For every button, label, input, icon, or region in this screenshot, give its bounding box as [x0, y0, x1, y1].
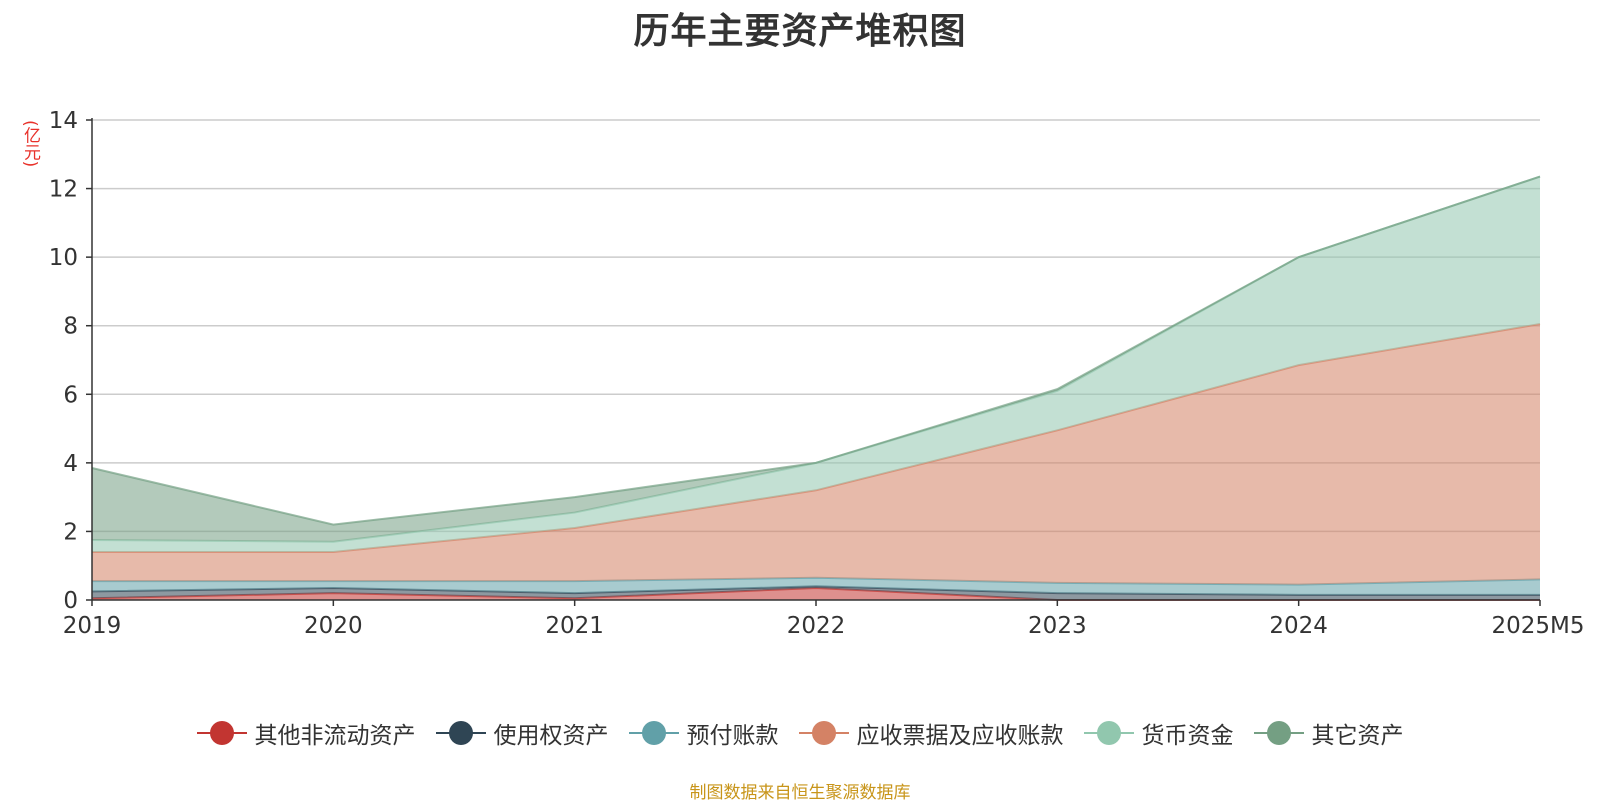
y-tick-label: 12 — [49, 177, 78, 203]
area-series-1 — [92, 586, 1540, 600]
area-series-5 — [92, 176, 1540, 542]
y-axis-unit: (亿元) — [20, 120, 40, 168]
legend-item[interactable]: 预付账款 — [628, 716, 779, 750]
legend-marker-icon — [798, 721, 849, 745]
axes: 0 2 4 6 8 10 12 14 2019 2020 2021 2022 2023 2024 2025M… — [49, 108, 1585, 639]
legend-label: 货币资金 — [1141, 723, 1234, 749]
legend-label: 其它资产 — [1311, 723, 1404, 749]
legend-label: 预付账款 — [686, 723, 779, 749]
y-tick-label: 4 — [63, 451, 78, 477]
area-series-0 — [92, 588, 1540, 600]
source-note: 制图数据来自恒生聚源数据库 — [689, 783, 911, 803]
area-series-4 — [92, 176, 1540, 553]
area-series-3 — [92, 324, 1540, 585]
chart-title: 历年主要资产堆积图 — [633, 11, 967, 52]
legend-item[interactable]: 使用权资产 — [435, 716, 609, 750]
legend-label: 其他非流动资产 — [254, 723, 416, 749]
legend-marker-icon — [1253, 721, 1304, 745]
y-tick-label: 6 — [63, 382, 78, 408]
legend-marker-icon — [1083, 721, 1134, 745]
y-tick-label: 14 — [49, 108, 78, 134]
legend-label: 使用权资产 — [493, 723, 609, 749]
x-tick-label: 2024 — [1269, 613, 1328, 639]
x-tick-label: 2023 — [1028, 613, 1087, 639]
legend-marker-icon — [196, 721, 247, 745]
legend-item[interactable]: 其他非流动资产 — [196, 716, 416, 750]
x-tick-label: 2020 — [304, 613, 363, 639]
legend-item[interactable]: 货币资金 — [1083, 716, 1234, 750]
legend-marker-icon — [435, 721, 486, 745]
y-tick-label: 8 — [63, 314, 78, 340]
x-tick-label: 2022 — [787, 613, 846, 639]
x-tick-label: 2025M5 — [1491, 613, 1584, 639]
legend-label: 应收票据及应收账款 — [856, 723, 1064, 749]
area-line-5 — [91, 175, 1541, 526]
x-tick-label: 2021 — [545, 613, 604, 639]
legend-item[interactable]: 应收票据及应收账款 — [798, 716, 1064, 750]
x-tick-label: 2019 — [63, 613, 122, 639]
y-tick-label: 10 — [49, 245, 78, 271]
y-tick-label: 2 — [63, 519, 78, 545]
legend: 其他非流动资产 使用权资产 预付账款 应收票据及应收账款 货币资金 其它资产 — [0, 716, 1600, 750]
legend-item[interactable]: 其它资产 — [1253, 716, 1404, 750]
stacked-areas — [91, 175, 1541, 601]
legend-marker-icon — [628, 721, 679, 745]
y-tick-label: 0 — [63, 588, 78, 614]
